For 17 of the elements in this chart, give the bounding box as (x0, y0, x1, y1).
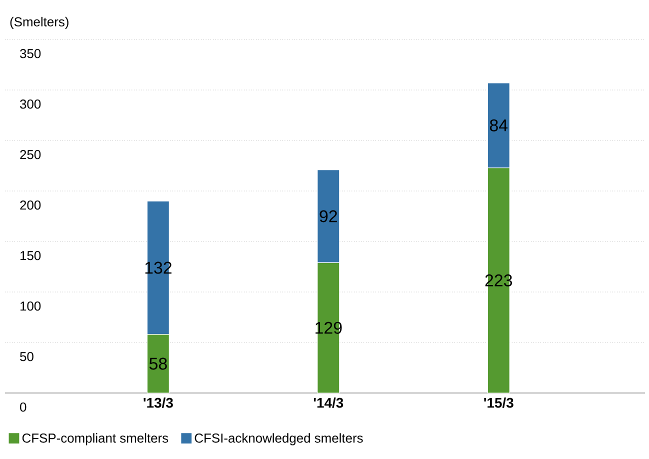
x-tick-label: '15/3 (484, 398, 514, 408)
legend-label: CFSP-compliant smelters (22, 433, 168, 446)
y-tick-label: 50 (20, 352, 34, 362)
y-tick-label: 200 (20, 200, 41, 210)
y-axis-title: (Smelters) (10, 16, 68, 29)
data-label: 92 (320, 210, 337, 222)
y-tick-label: 150 (20, 251, 41, 260)
y-tick-label: 350 (20, 49, 41, 58)
y-tick-label: 300 (20, 100, 41, 109)
x-tick-label: '13/3 (144, 398, 173, 408)
y-tick-label: 250 (20, 150, 41, 160)
data-label: 58 (149, 358, 167, 370)
x-tick-label: '14/3 (314, 398, 344, 408)
data-label: 84 (490, 119, 508, 132)
y-tick-label: 100 (20, 302, 41, 311)
y-tick-label: 0 (20, 402, 26, 412)
legend-label: CFSI-acknowledged smelters (194, 433, 363, 446)
